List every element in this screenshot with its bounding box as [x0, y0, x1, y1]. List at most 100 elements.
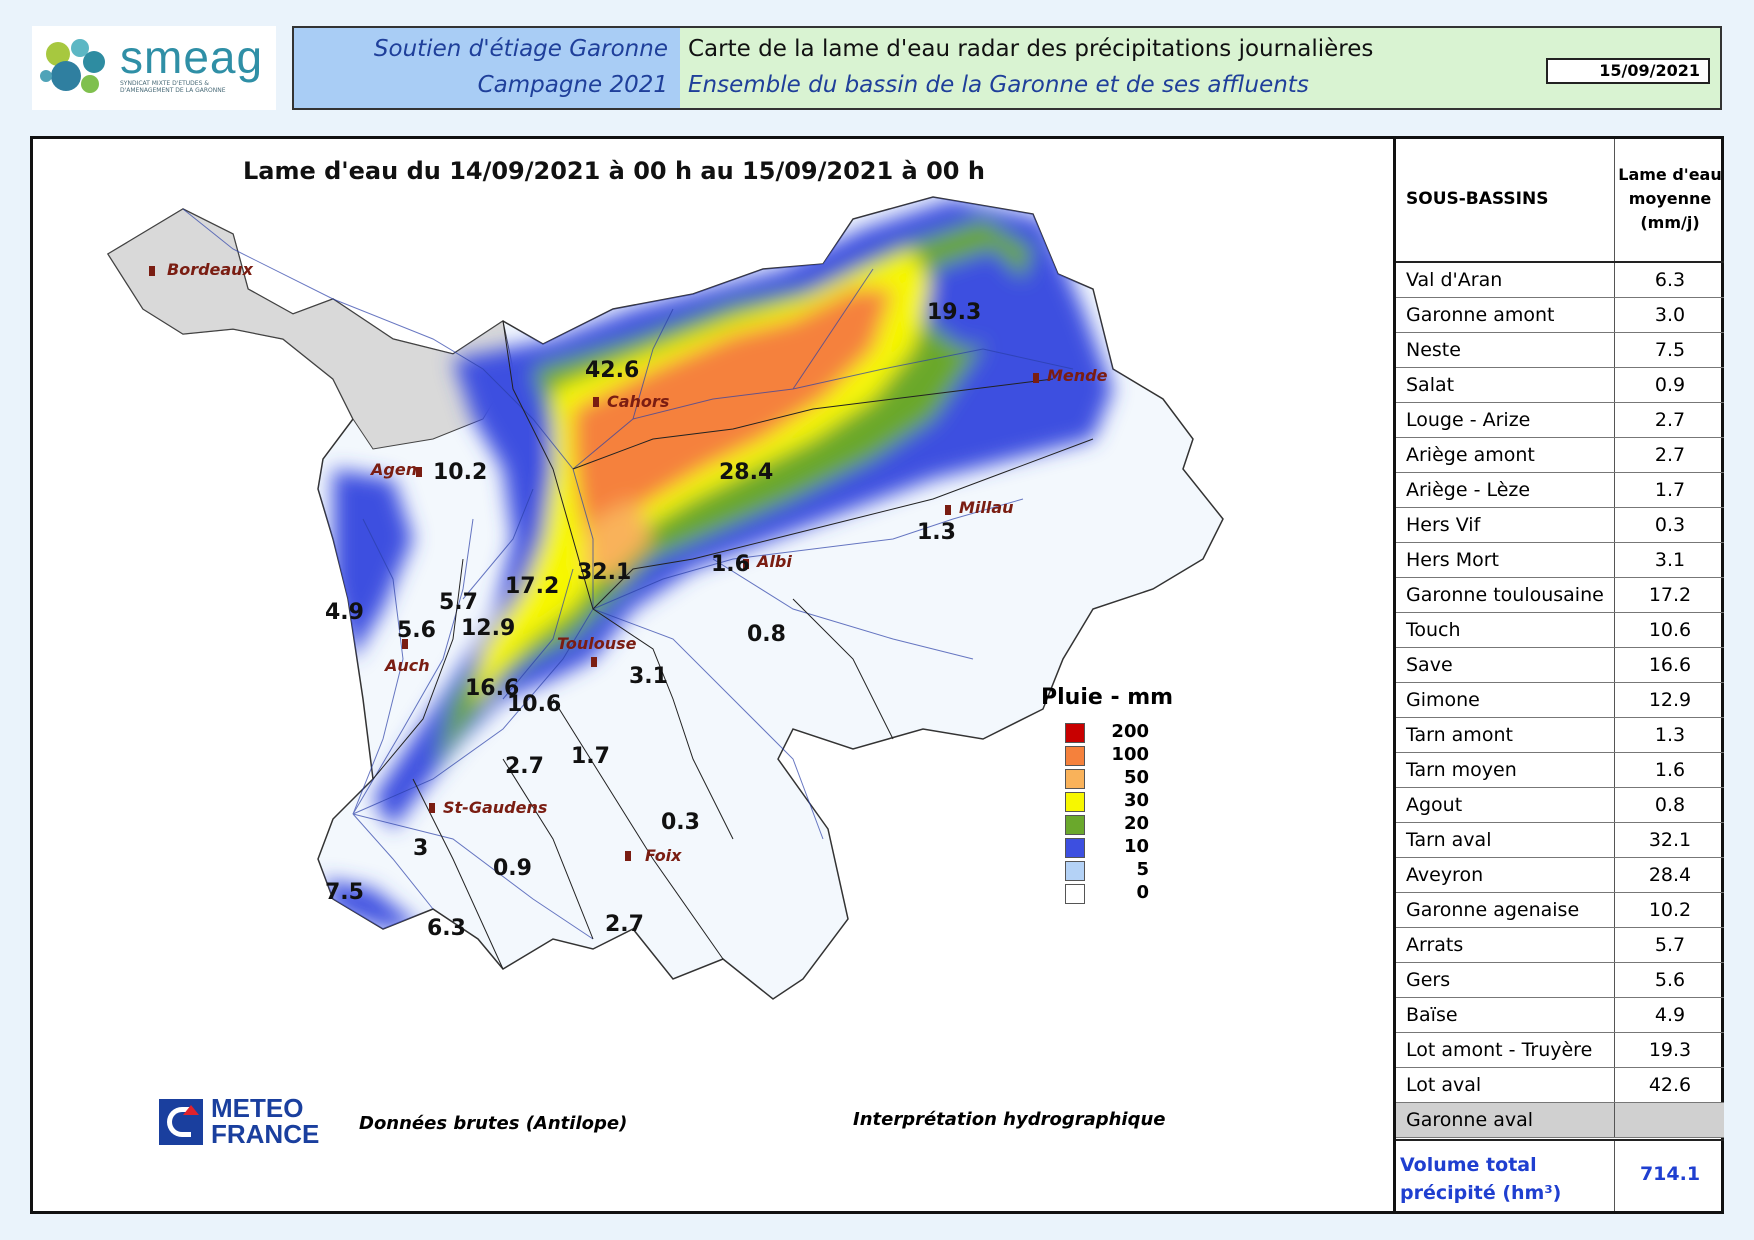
table-row: Tarn moyen 1.6	[1396, 753, 1724, 788]
city-label-mende: Mende	[1047, 366, 1108, 385]
row-name: Garonne amont	[1406, 304, 1555, 326]
garonne-aval-area	[107, 208, 514, 450]
legend-label: 30	[1123, 790, 1149, 811]
city-label-agen: Agen	[369, 460, 417, 479]
table-row: Gimone 12.9	[1396, 683, 1724, 718]
subbasin-boundaries	[372, 320, 1094, 970]
legend: 200 100 50 30 20 10 5 0	[1065, 721, 1185, 913]
row-value: 7.5	[1654, 339, 1686, 361]
legend-swatch-200	[1065, 723, 1085, 743]
row-name: Hers Mort	[1406, 549, 1500, 571]
subbasin-table: SOUS-BASSINS Lame d'eau moyenne (mm/j) V…	[1393, 139, 1724, 1211]
row-name: Tarn moyen	[1406, 759, 1517, 781]
value-garonne-amont: 3	[413, 836, 428, 861]
table-header-subbasins: SOUS-BASSINS	[1406, 189, 1549, 209]
map-title: Lame d'eau du 14/09/2021 à 00 h au 15/09…	[243, 157, 985, 185]
row-value: 0.3	[1654, 514, 1686, 536]
row-name: Gimone	[1406, 689, 1480, 711]
row-name: Lot amont - Truyère	[1406, 1039, 1593, 1061]
row-name: Baïse	[1406, 1004, 1458, 1026]
value-garonne-agenaise: 10.2	[433, 460, 487, 485]
value-agout: 0.8	[747, 622, 786, 647]
row-value: 2.7	[1654, 409, 1686, 431]
table-row: Arrats 5.7	[1396, 928, 1724, 963]
value-lot-amont: 19.3	[927, 300, 981, 325]
table-row: Lot amont - Truyère 19.3	[1396, 1033, 1724, 1068]
value-val-daran: 6.3	[427, 916, 466, 941]
row-value: 10.2	[1648, 899, 1692, 921]
logo-name: smeag	[120, 31, 264, 83]
row-name: Garonne aval	[1406, 1109, 1534, 1131]
table-row: Garonne aval	[1396, 1103, 1724, 1138]
header-date: 15/09/2021	[1546, 58, 1710, 84]
value-ariege-amont: 2.7	[605, 912, 644, 937]
row-value: 28.4	[1648, 864, 1692, 886]
table-row: Salat 0.9	[1396, 368, 1724, 403]
legend-swatch-100	[1065, 746, 1085, 766]
meteo-france-logo-icon	[159, 1099, 203, 1145]
legend-swatch-0	[1065, 884, 1085, 904]
value-hers-mort: 3.1	[629, 664, 668, 689]
value-hers-vif: 0.3	[661, 810, 700, 835]
value-baise: 4.9	[325, 600, 364, 625]
value-tarn-aval: 32.1	[577, 560, 631, 585]
table-row: Hers Mort 3.1	[1396, 543, 1724, 578]
row-value: 3.0	[1654, 304, 1686, 326]
row-value: 5.7	[1654, 934, 1686, 956]
total-label: Volume total précipité (hm³)	[1400, 1154, 1562, 1204]
table-row: Agout 0.8	[1396, 788, 1724, 823]
table-row: Tarn aval 32.1	[1396, 823, 1724, 858]
legend-label: 50	[1123, 767, 1149, 788]
meteo-france-wordmark: METEO FRANCE	[211, 1095, 319, 1147]
row-name: Val d'Aran	[1406, 269, 1503, 291]
row-name: Gers	[1406, 969, 1451, 991]
city-label-albi: Albi	[755, 552, 792, 571]
row-name: Lot aval	[1406, 1074, 1482, 1096]
value-touch: 10.6	[507, 692, 561, 717]
legend-swatch-50	[1065, 769, 1085, 789]
row-name: Tarn amont	[1406, 724, 1513, 746]
row-name: Touch	[1406, 619, 1461, 641]
row-name: Neste	[1406, 339, 1461, 361]
city-label-foix: Foix	[645, 846, 682, 865]
table-total-row: Volume total précipité (hm³) 714.1	[1396, 1139, 1724, 1211]
row-value: 1.3	[1654, 724, 1686, 746]
basin-map: Bordeaux Agen Cahors Mende Millau Albi T…	[106, 196, 1224, 1000]
header-banner: Soutien d'étiage Garonne Campagne 2021 C…	[292, 26, 1722, 110]
table-header: SOUS-BASSINS Lame d'eau moyenne (mm/j)	[1396, 139, 1724, 263]
logo-mark-icon	[40, 39, 105, 93]
city-label-cahors: Cahors	[607, 392, 669, 411]
row-name: Agout	[1406, 794, 1463, 816]
legend-label: 20	[1123, 813, 1149, 834]
value-tarn-amont: 1.3	[917, 520, 956, 545]
header-title: Carte de la lame d'eau radar des précipi…	[688, 36, 1374, 62]
value-neste: 7.5	[325, 880, 364, 905]
header-campaign-line1: Soutien d'étiage Garonne	[373, 36, 668, 62]
table-row: Aveyron 28.4	[1396, 858, 1724, 893]
provider-line1: METEO	[211, 1093, 304, 1123]
city-label-millau: Millau	[959, 498, 1014, 517]
row-value: 32.1	[1648, 829, 1692, 851]
legend-label: 100	[1111, 744, 1149, 765]
row-value: 4.9	[1654, 1004, 1686, 1026]
rainfall-field	[323, 199, 1113, 929]
row-name: Ariège amont	[1406, 444, 1535, 466]
value-aveyron: 28.4	[719, 460, 773, 485]
value-lot-aval: 42.6	[585, 358, 639, 383]
table-row: Tarn amont 1.3	[1396, 718, 1724, 753]
row-name: Arrats	[1406, 934, 1464, 956]
row-name: Tarn aval	[1406, 829, 1492, 851]
table-row: Garonne amont 3.0	[1396, 298, 1724, 333]
value-save: 16.6	[465, 676, 519, 701]
row-name: Louge - Arize	[1406, 409, 1531, 431]
row-value: 6.3	[1654, 269, 1686, 291]
city-markers	[149, 266, 1039, 861]
legend-label: 0	[1136, 882, 1149, 903]
value-ariege-leze: 1.7	[571, 744, 610, 769]
legend-label: 10	[1123, 836, 1149, 857]
row-name: Hers Vif	[1406, 514, 1481, 536]
table-row: Gers 5.6	[1396, 963, 1724, 998]
table-row: Lot aval 42.6	[1396, 1068, 1724, 1103]
row-value: 10.6	[1648, 619, 1692, 641]
table-row: Baïse 4.9	[1396, 998, 1724, 1033]
